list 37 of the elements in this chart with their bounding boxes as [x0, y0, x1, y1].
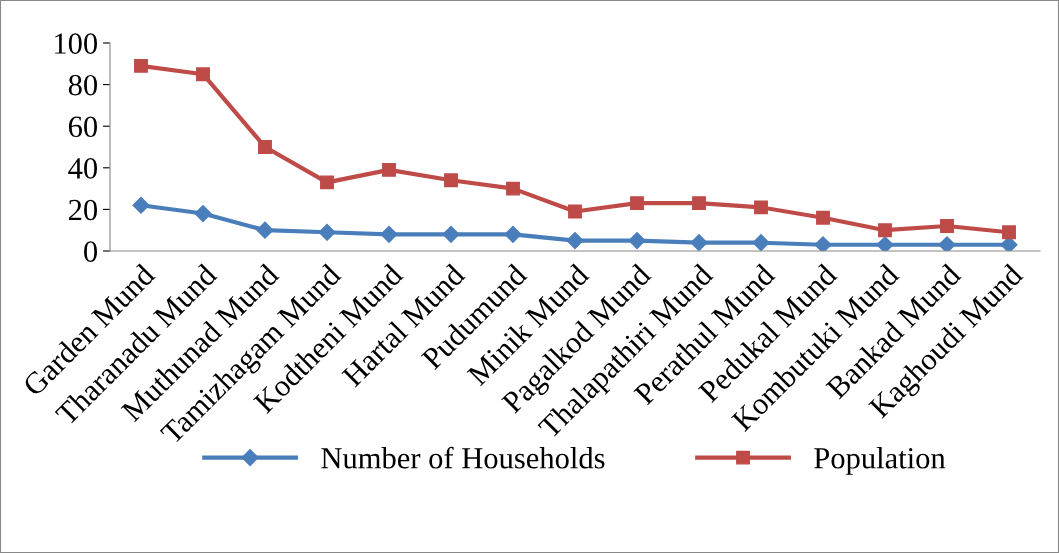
point	[258, 140, 272, 154]
point	[318, 223, 336, 241]
point	[380, 225, 398, 243]
point	[132, 196, 150, 214]
point	[320, 175, 334, 190]
point	[566, 232, 584, 250]
point	[194, 205, 212, 223]
point	[442, 225, 460, 243]
point	[876, 236, 894, 251]
point	[444, 173, 458, 188]
point	[568, 204, 582, 219]
y-tick-label: 40	[68, 158, 98, 179]
point	[628, 232, 646, 250]
y-tick-label: 20	[68, 199, 98, 221]
point	[690, 234, 708, 251]
y-tick-label: 60	[68, 116, 98, 138]
point	[1002, 225, 1016, 240]
point	[196, 67, 210, 82]
legend-label: Number of Households	[321, 446, 605, 469]
point	[504, 225, 522, 243]
y-tick-label: 100	[55, 33, 98, 54]
point	[938, 236, 956, 251]
point	[814, 236, 832, 251]
point	[940, 219, 954, 233]
point	[506, 181, 520, 196]
point	[630, 196, 644, 211]
point	[256, 221, 274, 239]
point	[752, 234, 770, 251]
point	[878, 223, 892, 238]
point	[134, 58, 148, 73]
legend-label: Population	[814, 447, 946, 475]
y-tick-label: 0	[84, 241, 98, 262]
point	[692, 196, 706, 211]
point	[816, 210, 830, 225]
point	[382, 162, 396, 177]
y-tick-label: 80	[68, 74, 98, 96]
point	[754, 200, 768, 215]
